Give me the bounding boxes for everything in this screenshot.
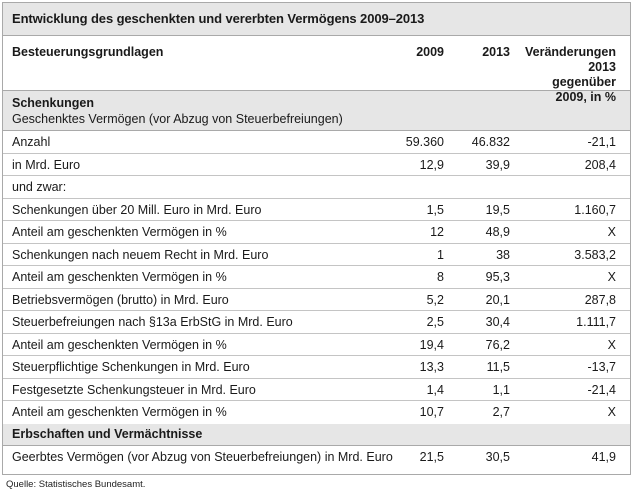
table-row: Anteil am geschenkten Vermögen in % 10,7 2…	[3, 401, 630, 424]
cell-2013: 19,5	[485, 202, 510, 217]
cell-2013	[456, 176, 524, 198]
table-row: Geerbtes Vermögen (vor Abzug von Steuerb…	[3, 446, 630, 469]
header-change-line2: 2013 gegenüber	[552, 60, 616, 89]
section-gifts-title: Schenkungen	[12, 96, 94, 110]
section-gifts: Schenkungen Geschenktes Vermögen (vor Ab…	[3, 91, 630, 131]
row-label: Schenkungen über 20 Mill. Euro in Mrd. E…	[12, 202, 262, 217]
cell-change: -21,1	[587, 135, 617, 149]
cell-2013: 1,1	[492, 382, 510, 397]
gift-rows: Anzahl 59.360 46.832 -21,1 in Mrd. Euro 12,9 3…	[3, 131, 630, 424]
cell-2013: 48,9	[485, 225, 510, 239]
table-row: Anteil am geschenkten Vermögen in % 12 48,…	[3, 221, 630, 244]
table-header-row: Besteuerungsgrundlagen 2009 2013 Verände…	[3, 36, 630, 104]
header-change-line3: 2009, in %	[555, 90, 616, 104]
cell-2009: 1,5	[426, 202, 444, 217]
cell-2009: 21,5	[419, 449, 444, 464]
cell-2009	[390, 176, 456, 198]
cell-2009: 13,3	[419, 360, 444, 374]
header-2013: 2013	[482, 45, 510, 59]
row-label: Geerbtes Vermögen (vor Abzug von Steuerb…	[12, 449, 393, 464]
cell-change: 1.160,7	[574, 202, 616, 217]
table-row: Anteil am geschenkten Vermögen in % 8 95,3…	[3, 266, 630, 289]
cell-2013: 95,3	[485, 270, 510, 284]
cell-2009: 1	[437, 247, 444, 262]
cell-2013: 39,9	[485, 157, 510, 172]
table-row: und zwar:	[3, 176, 630, 199]
header-label: Besteuerungsgrundlagen	[12, 45, 164, 59]
source-note: Quelle: Statistisches Bundesamt.	[6, 479, 146, 490]
cell-change: -13,7	[587, 360, 617, 374]
cell-2009: 8	[437, 270, 444, 284]
cell-change: 41,9	[591, 449, 616, 464]
cell-2013: 20,1	[485, 292, 510, 307]
table-row: Festgesetzte Schenkungsteuer in Mrd. Eur…	[3, 379, 630, 401]
cell-2009: 19,4	[419, 337, 444, 352]
table-row: Steuerpflichtige Schenkungen in Mrd. Eur…	[3, 356, 630, 379]
cell-2013: 2,7	[492, 405, 510, 419]
cell-2009: 5,2	[426, 292, 444, 307]
cell-change: X	[607, 405, 616, 419]
table-row: Steuerbefreiungen nach §13a ErbStG in Mr…	[3, 311, 630, 334]
header-change-line1: Veränderungen	[525, 45, 616, 59]
cell-2013: 76,2	[485, 337, 510, 352]
cell-2009: 12,9	[419, 157, 444, 172]
row-label: Betriebsvermögen (brutto) in Mrd. Euro	[12, 292, 229, 307]
row-label: in Mrd. Euro	[12, 157, 81, 172]
row-label: Anteil am geschenkten Vermögen in %	[12, 270, 227, 284]
row-label: Anteil am geschenkten Vermögen in %	[12, 337, 227, 352]
cell-2013: 38	[496, 247, 510, 262]
cell-2013: 30,5	[485, 449, 510, 464]
inheritance-rows: Geerbtes Vermögen (vor Abzug von Steuerb…	[3, 446, 630, 469]
section-gifts-subtitle: Geschenktes Vermögen (vor Abzug von Steu…	[12, 112, 343, 126]
cell-change	[524, 176, 630, 198]
cell-change: 208,4	[584, 157, 616, 172]
section-inheritance-title: Erbschaften und Vermächtnisse	[12, 426, 203, 441]
row-label: Steuerpflichtige Schenkungen in Mrd. Eur…	[12, 360, 250, 374]
section-inheritance: Erbschaften und Vermächtnisse	[3, 423, 630, 446]
row-label: Anteil am geschenkten Vermögen in %	[12, 225, 227, 239]
header-2009: 2009	[416, 45, 444, 59]
row-label: Schenkungen nach neuem Recht in Mrd. Eur…	[12, 247, 269, 262]
table-row: Schenkungen nach neuem Recht in Mrd. Eur…	[3, 244, 630, 266]
table-row: Anteil am geschenkten Vermögen in % 19,4 7…	[3, 334, 630, 356]
cell-change: 1.111,7	[576, 315, 616, 329]
cell-2009: 1,4	[426, 382, 444, 397]
row-label: und zwar:	[12, 180, 67, 194]
cell-change: -21,4	[587, 382, 617, 397]
data-table: Entwicklung des geschenkten und vererbte…	[2, 2, 631, 475]
table-title: Entwicklung des geschenkten und vererbte…	[3, 3, 630, 36]
table-row: Betriebsvermögen (brutto) in Mrd. Euro 5,…	[3, 289, 630, 311]
cell-change: X	[607, 270, 616, 284]
row-label: Steuerbefreiungen nach §13a ErbStG in Mr…	[12, 315, 293, 329]
cell-2013: 46.832	[471, 135, 510, 149]
cell-2013: 30,4	[485, 315, 510, 329]
cell-change: X	[607, 337, 616, 352]
row-label: Festgesetzte Schenkungsteuer in Mrd. Eur…	[12, 382, 256, 397]
cell-2009: 10,7	[419, 405, 444, 419]
row-label: Anzahl	[12, 135, 51, 149]
cell-2009: 12	[430, 225, 444, 239]
cell-change: X	[607, 225, 616, 239]
cell-change: 3.583,2	[574, 247, 616, 262]
table-row: Anzahl 59.360 46.832 -21,1	[3, 131, 630, 154]
cell-2013: 11,5	[486, 360, 510, 374]
cell-change: 287,8	[584, 292, 616, 307]
cell-2009: 2,5	[426, 315, 444, 329]
table-row: Schenkungen über 20 Mill. Euro in Mrd. E…	[3, 199, 630, 221]
row-label: Anteil am geschenkten Vermögen in %	[12, 405, 227, 419]
header-change: Veränderungen 2013 gegenüber 2009, in %	[524, 36, 630, 104]
cell-2009: 59.360	[405, 135, 444, 149]
table-row: in Mrd. Euro 12,9 39,9 208,4	[3, 154, 630, 176]
